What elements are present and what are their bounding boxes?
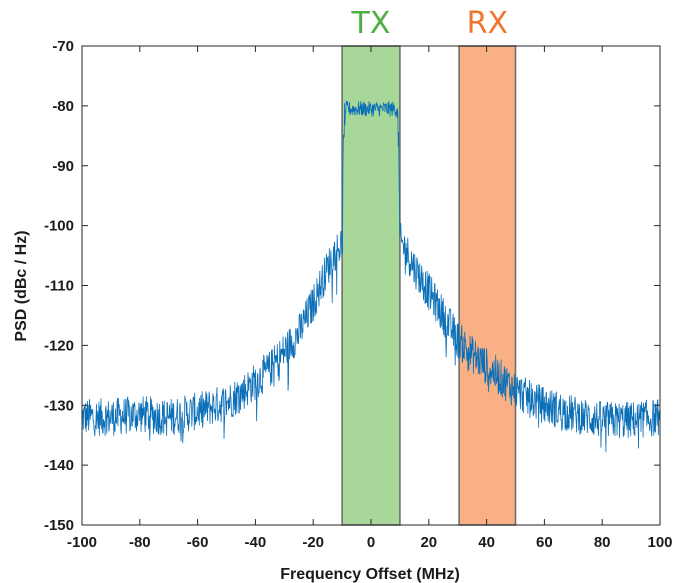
- x-tick-label: -40: [245, 534, 267, 551]
- y-axis-title: PSD (dBc / Hz): [13, 230, 30, 341]
- y-tick-label: -150: [44, 517, 74, 534]
- band-rx: [458, 45, 517, 526]
- bands-layer: [341, 45, 517, 526]
- band-label-rx: RX: [467, 6, 508, 41]
- psd-series-line: [81, 100, 661, 453]
- y-tick-label: -110: [45, 278, 74, 295]
- x-tick-label: 80: [594, 534, 611, 551]
- y-tick-label: -80: [52, 98, 74, 115]
- y-tick-label: -140: [44, 457, 74, 474]
- x-tick-label: 40: [478, 534, 495, 551]
- x-tick-label: -100: [67, 534, 97, 551]
- x-tick-label: -20: [302, 534, 324, 551]
- x-tick-label: -80: [129, 534, 151, 551]
- x-tick-label: 20: [420, 534, 437, 551]
- x-tick-label: -60: [187, 534, 209, 551]
- x-tick-label: 100: [647, 534, 672, 551]
- y-tick-label: -70: [52, 38, 74, 55]
- band-tx: [341, 45, 401, 526]
- x-tick-label: 60: [536, 534, 553, 551]
- y-tick-label: -100: [44, 218, 74, 235]
- axes-layer: [81, 45, 661, 526]
- y-tick-label: -90: [52, 158, 74, 175]
- y-tick-label: -120: [44, 337, 74, 354]
- labels-layer: TX RX -100 -80 -60 -40 -20 0 20 40 60 80 100 -70 -80 -9…: [44, 6, 673, 551]
- series-layer: [81, 100, 661, 453]
- x-tick-label: 0: [367, 534, 375, 551]
- x-axis-title: Frequency Offset (MHz): [280, 566, 460, 583]
- band-label-tx: TX: [351, 6, 391, 41]
- y-tick-label: -130: [44, 397, 74, 414]
